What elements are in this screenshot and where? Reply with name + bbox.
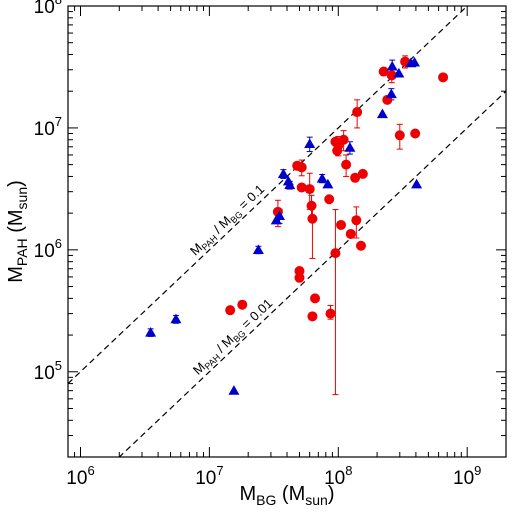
red-circle-point [351, 215, 362, 226]
y-tick-label: 106 [34, 236, 62, 262]
red-circle-point [324, 194, 335, 205]
y-tick-label: 107 [34, 114, 62, 140]
blue-triangle-point [344, 142, 356, 152]
red-circle-point [330, 248, 341, 259]
x-tick-label: 107 [195, 463, 223, 489]
blue-triangle-point [322, 178, 334, 189]
blue-triangle-point [304, 138, 316, 148]
blue-triangle-point [376, 108, 388, 119]
blue-triangle-point [316, 172, 328, 183]
red-circle-point [306, 200, 317, 211]
red-circle-point [225, 305, 236, 316]
red-circle-point [296, 162, 307, 173]
blue-triangle-point [277, 168, 289, 178]
blue-triangle-point [274, 210, 286, 220]
red-circle-point [394, 130, 405, 141]
red-circle-point [410, 128, 421, 139]
blue-triangle-point [170, 313, 182, 324]
red-circle-point [345, 228, 356, 239]
x-tick-label: 106 [66, 463, 94, 489]
red-circle-point [307, 213, 318, 224]
blue-triangle-point [385, 88, 397, 99]
y-axis-title: MPAH (Msun) [5, 180, 30, 283]
x-tick-label: 108 [324, 463, 352, 489]
error-bars [147, 55, 409, 396]
blue-triangle-point [386, 60, 398, 71]
red-circle-point [341, 159, 352, 170]
blue-triangle-point [284, 179, 296, 190]
blue-triangle-point [228, 385, 240, 395]
red-circle-point [237, 299, 248, 310]
data-points [145, 56, 449, 395]
red-circle-point [307, 311, 318, 322]
blue-triangle-point [393, 67, 405, 78]
ratio-line-0.1 [68, 6, 469, 385]
red-circle-point [304, 184, 315, 195]
red-circle-point [310, 293, 321, 304]
red-circle-point [325, 308, 336, 319]
red-circle-point [294, 272, 305, 283]
red-circle-point [336, 219, 347, 230]
blue-triangle-point [408, 56, 420, 67]
blue-triangle-point [145, 326, 157, 337]
red-circle-point [296, 182, 307, 193]
blue-triangle-point [252, 244, 264, 254]
red-circle-point [338, 134, 349, 145]
red-circle-point [352, 107, 363, 118]
red-circle-point [386, 70, 397, 81]
x-axis-title: MBG (Msun) [239, 483, 334, 508]
y-tick-label: 108 [34, 0, 62, 18]
ratio-line-0.01 [118, 90, 506, 457]
red-circle-point [357, 168, 368, 179]
red-circle-point [355, 240, 366, 251]
tick-labels: 106 107 108 109 105 106 107 108 [34, 0, 482, 489]
x-tick-label: 109 [453, 463, 481, 489]
blue-triangle-point [411, 178, 423, 189]
red-circle-point [378, 66, 389, 77]
axis-ticks [67, 5, 507, 458]
red-circle-point [438, 72, 449, 83]
y-tick-label: 105 [34, 358, 62, 384]
red-circle-point [350, 172, 361, 183]
